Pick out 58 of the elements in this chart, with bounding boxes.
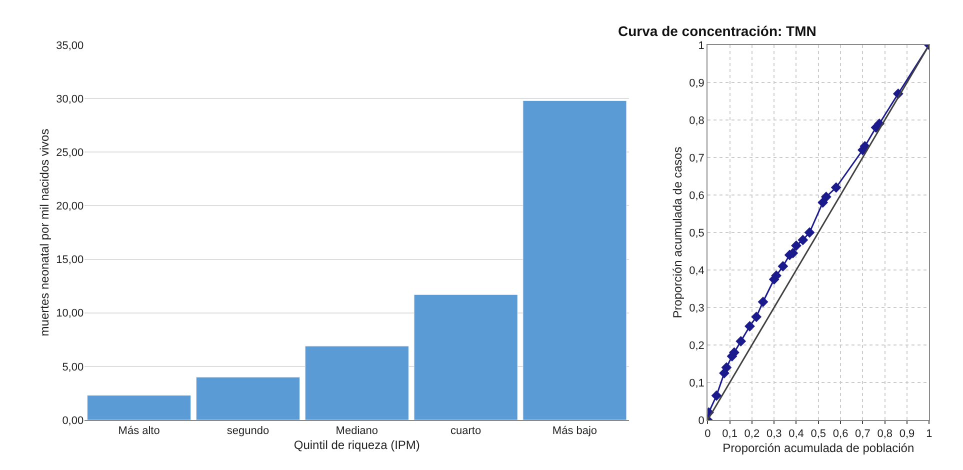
x-tick-label: 0,6 xyxy=(832,428,848,440)
x-axis-title: Proporción acumulada de población xyxy=(722,441,914,456)
point xyxy=(711,390,722,401)
y-tick-label: 0,1 xyxy=(689,377,704,390)
y-axis-title: Proporción acumulada de casos xyxy=(670,146,684,318)
x-tick-label: 0,1 xyxy=(722,428,738,440)
y-tick-label: 0,2 xyxy=(689,340,704,352)
x-tick-label: Más bajo xyxy=(552,425,598,438)
point xyxy=(791,240,802,251)
y-tick-label: 35,00 xyxy=(56,40,84,52)
x-tick-label: 1 xyxy=(926,428,932,440)
x-tick-label: Más alto xyxy=(118,425,160,438)
point xyxy=(751,312,762,322)
point xyxy=(798,234,808,246)
x-axis-title: Quintil de riqueza (IPM) xyxy=(294,438,420,452)
y-tick-label: 0,7 xyxy=(689,152,704,164)
y-tick-label: 0 xyxy=(698,414,704,427)
y-tick-label: 0,00 xyxy=(62,414,84,427)
y-tick-label: 30,00 xyxy=(56,93,84,106)
line-series xyxy=(708,45,930,420)
x-tick-label: Mediano xyxy=(336,425,378,438)
bar xyxy=(87,395,192,420)
x-tick-label: cuarto xyxy=(450,425,482,438)
point xyxy=(744,321,755,332)
y-tick-label: 0,4 xyxy=(689,264,704,277)
x-tick-label: 0,9 xyxy=(899,428,915,440)
y-tick-label: 25,00 xyxy=(56,146,84,159)
bar xyxy=(414,294,518,420)
x-tick-label: 0,7 xyxy=(855,428,870,440)
y-tick-label: 0,6 xyxy=(689,190,704,202)
point xyxy=(804,227,815,238)
y-tick-label: 20,00 xyxy=(56,200,84,213)
y-tick-label: 0,5 xyxy=(689,227,704,240)
x-tick-label: 0,5 xyxy=(810,428,826,440)
x-tick-label: 0,4 xyxy=(788,428,804,440)
point xyxy=(818,197,828,208)
y-tick-label: 0,8 xyxy=(689,114,704,127)
bar xyxy=(304,346,409,420)
y-tick-label: 15,00 xyxy=(56,254,84,266)
y-tick-label: 0,3 xyxy=(689,302,704,314)
point xyxy=(820,192,832,202)
y-tick-label: 1 xyxy=(698,40,704,52)
point xyxy=(830,182,842,193)
x-tick-label: segundo xyxy=(226,425,270,438)
y-tick-label: 0,9 xyxy=(689,77,704,90)
y-tick-label: 10,00 xyxy=(56,308,84,320)
bar xyxy=(522,100,627,420)
bar xyxy=(196,376,300,420)
point xyxy=(778,261,788,272)
point xyxy=(736,336,746,346)
x-tick-label: 0,8 xyxy=(877,428,893,440)
chart-title: Curva de concentración: TMN xyxy=(618,23,816,39)
y-axis-title: muertes neonatal por mil nacidos vivos xyxy=(37,128,52,336)
x-tick-label: 0,2 xyxy=(744,428,760,440)
point xyxy=(758,296,768,308)
point xyxy=(721,362,732,373)
x-tick-label: 0,3 xyxy=(766,428,782,440)
y-tick-label: 5,00 xyxy=(62,361,84,374)
